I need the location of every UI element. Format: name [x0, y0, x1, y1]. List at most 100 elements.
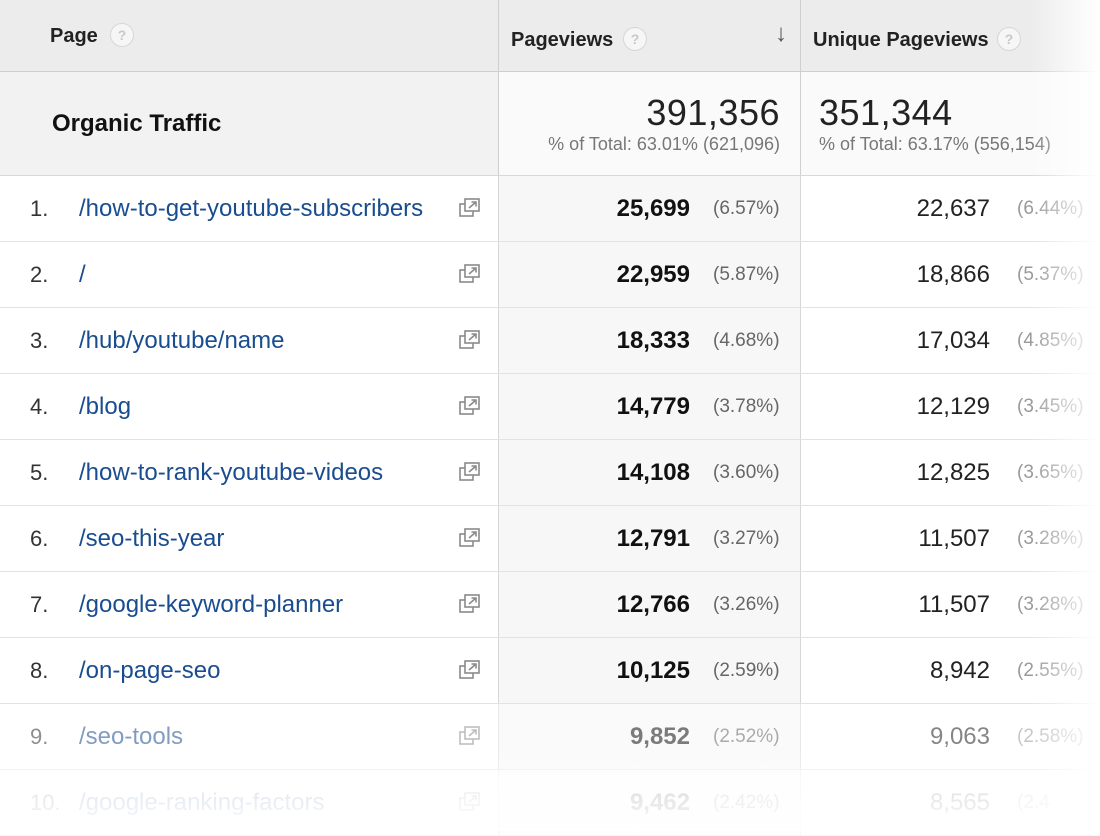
unique-pageviews-percent: (3.28%) [1017, 528, 1084, 549]
page-cell: 1. /how-to-get-youtube-subscribers [0, 176, 499, 241]
pageviews-cell: 14,779 (3.78%) [499, 374, 801, 439]
column-header-page-label: Page [50, 25, 98, 47]
row-number: 5. [30, 460, 49, 485]
row-number: 9. [30, 724, 49, 749]
page-cell: 4. /blog [0, 374, 499, 439]
page-cell: 9. /seo-tools [0, 704, 499, 769]
row-number: 6. [30, 526, 49, 551]
total-unique-pageviews-percent: % of Total: 63.17% (556,154) [819, 134, 1051, 154]
help-icon[interactable]: ? [623, 27, 647, 51]
row-number: 8. [30, 658, 49, 683]
total-unique-pageviews: 351,344 [819, 92, 953, 133]
open-in-new-window-icon[interactable] [459, 660, 481, 680]
pageviews-value: 14,108 [616, 459, 690, 486]
column-header-pageviews[interactable]: Pageviews ? ↓ [499, 0, 801, 71]
pageviews-value: 22,959 [616, 261, 690, 288]
page-link[interactable]: / [79, 261, 86, 288]
table-row: 1. /how-to-get-youtube-subscribers 25,699 (… [0, 176, 1100, 242]
pageviews-percent: (4.68%) [713, 330, 780, 351]
unique-pageviews-value: 11,507 [918, 591, 990, 618]
pageviews-value: 25,699 [616, 195, 690, 222]
unique-pageviews-value: 8,565 [929, 789, 990, 816]
pageviews-percent: (2.59%) [713, 660, 780, 681]
unique-pageviews-value: 12,825 [916, 459, 990, 486]
unique-pageviews-percent: (3.28%) [1017, 594, 1084, 615]
unique-pageviews-cell: 11,507 (3.28%) [801, 572, 1100, 637]
page-cell: 7. /google-keyword-planner [0, 572, 499, 637]
column-header-pageviews-label: Pageviews [511, 29, 614, 51]
page-link[interactable]: /seo-this-year [79, 525, 225, 552]
page-cell: 3. /hub/youtube/name [0, 308, 499, 373]
column-header-page[interactable]: Page ? [0, 0, 499, 71]
segment-label: Organic Traffic [52, 110, 222, 137]
unique-pageviews-percent: (3.45%) [1017, 396, 1084, 417]
pageviews-cell: 14,108 (3.60%) [499, 440, 801, 505]
open-in-new-window-icon[interactable] [459, 726, 481, 746]
page-link[interactable]: /on-page-seo [79, 657, 221, 684]
table-row: 4. /blog 14,779 (3.78%) 12,129 (3.45%) [0, 374, 1100, 440]
unique-pageviews-percent: (2.4 [1017, 792, 1050, 813]
pageviews-percent: (3.60%) [713, 462, 780, 483]
help-icon[interactable]: ? [997, 27, 1021, 51]
pageviews-cell: 18,333 (4.68%) [499, 308, 801, 373]
total-pageviews-cell: 391,356 % of Total: 63.01% (621,096) [499, 72, 801, 175]
page-link[interactable]: /how-to-get-youtube-subscribers [79, 195, 424, 222]
page-link[interactable]: /google-keyword-planner [79, 591, 344, 618]
pageviews-value: 12,766 [616, 591, 690, 618]
column-header-unique-pageviews-label: Unique Pageviews [813, 29, 989, 51]
pageviews-cell: 22,959 (5.87%) [499, 242, 801, 307]
table-row: 9. /seo-tools 9,852 (2.52%) 9,063 (2.58%) [0, 704, 1100, 770]
unique-pageviews-percent: (3.65%) [1017, 462, 1084, 483]
open-in-new-window-icon[interactable] [459, 396, 481, 416]
open-in-new-window-icon[interactable] [459, 594, 481, 614]
pageviews-cell: 12,766 (3.26%) [499, 572, 801, 637]
page-cell: 8. /on-page-seo [0, 638, 499, 703]
pageviews-cell: 10,125 (2.59%) [499, 638, 801, 703]
pageviews-percent: (2.52%) [713, 726, 780, 747]
table-row: 10. /google-ranking-factors 9,462 (2.42%) 8,… [0, 770, 1100, 836]
open-in-new-window-icon[interactable] [459, 264, 481, 284]
unique-pageviews-value: 17,034 [916, 327, 990, 354]
page-link[interactable]: /blog [79, 393, 132, 420]
unique-pageviews-cell: 22,637 (6.44%) [801, 176, 1100, 241]
page-link[interactable]: /google-ranking-factors [79, 789, 325, 816]
unique-pageviews-cell: 8,565 (2.4 [801, 770, 1100, 835]
pageviews-value: 9,462 [629, 789, 690, 816]
page-cell: 10. /google-ranking-factors [0, 770, 499, 835]
unique-pageviews-value: 22,637 [916, 195, 990, 222]
row-number: 3. [30, 328, 49, 353]
open-in-new-window-icon[interactable] [459, 462, 481, 482]
pageviews-cell: 9,462 (2.42%) [499, 770, 801, 835]
unique-pageviews-cell: 12,129 (3.45%) [801, 374, 1100, 439]
page-link[interactable]: /hub/youtube/name [79, 327, 285, 354]
unique-pageviews-percent: (2.55%) [1017, 660, 1084, 681]
page-cell: 6. /seo-this-year [0, 506, 499, 571]
column-header-unique-pageviews[interactable]: Unique Pageviews ? [801, 0, 1100, 71]
row-number: 4. [30, 394, 49, 419]
open-in-new-window-icon[interactable] [459, 792, 481, 812]
page-cell: 2. / [0, 242, 499, 307]
row-number: 10. [30, 790, 61, 815]
table-row: 7. /google-keyword-planner 12,766 (3.26%) 11… [0, 572, 1100, 638]
unique-pageviews-cell: 18,866 (5.37%) [801, 242, 1100, 307]
row-number: 1. [30, 196, 49, 221]
unique-pageviews-value: 11,507 [918, 525, 990, 552]
unique-pageviews-cell: 8,942 (2.55%) [801, 638, 1100, 703]
table-row: 2. / 22,959 (5.87%) 18,866 (5.37%) [0, 242, 1100, 308]
help-icon[interactable]: ? [110, 23, 134, 47]
page-link[interactable]: /seo-tools [79, 723, 184, 750]
unique-pageviews-value: 9,063 [929, 723, 990, 750]
pageviews-value: 12,791 [616, 525, 690, 552]
page-link[interactable]: /how-to-rank-youtube-videos [79, 459, 384, 486]
pageviews-value: 10,125 [616, 657, 690, 684]
open-in-new-window-icon[interactable] [459, 528, 481, 548]
open-in-new-window-icon[interactable] [459, 330, 481, 350]
pageviews-percent: (2.42%) [713, 792, 780, 813]
open-in-new-window-icon[interactable] [459, 198, 481, 218]
pageviews-value: 9,852 [629, 723, 690, 750]
pageviews-percent: (3.26%) [713, 594, 780, 615]
sort-descending-icon[interactable]: ↓ [775, 20, 787, 47]
unique-pageviews-cell: 12,825 (3.65%) [801, 440, 1100, 505]
row-number: 2. [30, 262, 49, 287]
